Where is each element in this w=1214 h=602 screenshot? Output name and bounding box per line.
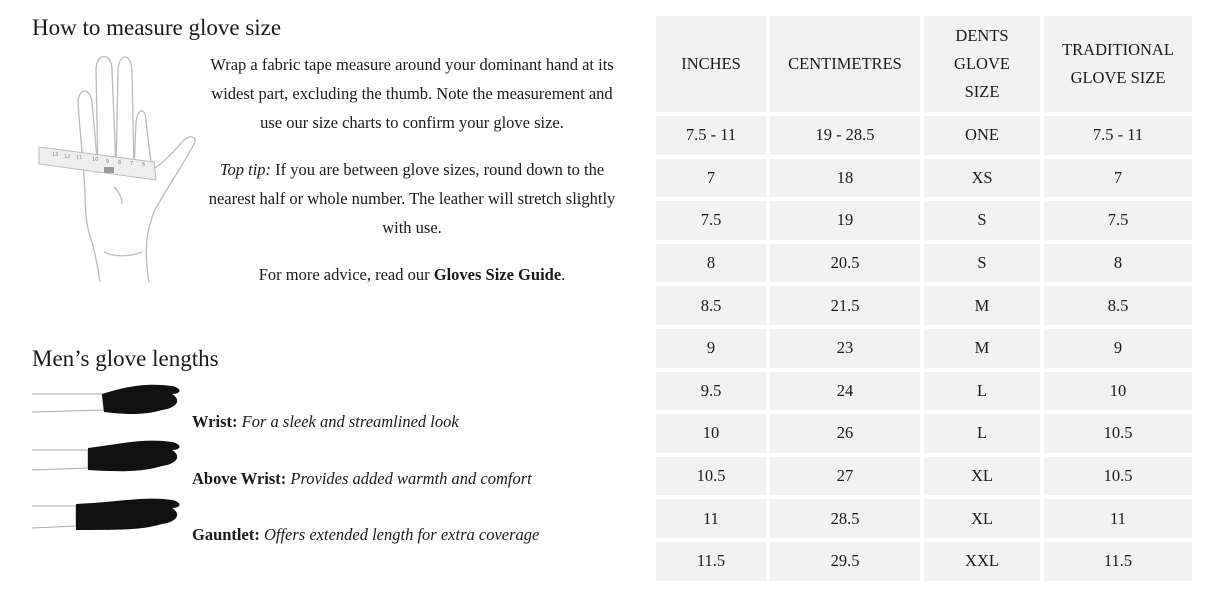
advice-text: For more advice, read our	[258, 265, 434, 284]
table-cell: 7.5 - 11	[1044, 116, 1192, 155]
header-traditional-size: TRADITIONAL GLOVE SIZE	[1044, 16, 1192, 112]
table-cell: 11	[656, 499, 766, 538]
table-cell: 23	[770, 328, 920, 368]
top-tip-paragraph: Top tip: If you are between glove sizes,…	[206, 155, 618, 242]
table-cell: M	[924, 286, 1040, 325]
table-cell: S	[924, 201, 1040, 240]
table-cell: 27	[770, 456, 920, 496]
length-desc: Offers extended length for extra coverag…	[263, 525, 540, 544]
table-cell: 7	[656, 158, 766, 198]
table-cell: 10.5	[1044, 456, 1192, 496]
top-tip-label: Top tip:	[219, 160, 272, 179]
length-desc: For a sleek and streamlined look	[241, 412, 459, 431]
table-cell: 11	[1044, 499, 1192, 538]
gloves-size-guide-link[interactable]: Gloves Size Guide	[433, 265, 562, 284]
table-cell: 11.5	[656, 541, 766, 581]
table-cell: 8	[656, 243, 766, 283]
table-cell: 9	[1044, 328, 1192, 368]
table-cell: M	[924, 328, 1040, 368]
size-table: INCHES CENTIMETRES DENTS GLOVE SIZE TRAD…	[652, 12, 1196, 585]
gauntlet-glove-icon	[32, 498, 180, 530]
table-cell: 29.5	[770, 541, 920, 581]
tape-number: 8	[118, 160, 121, 166]
measure-instructions: Wrap a fabric tape measure around your d…	[206, 50, 618, 307]
table-row: 11.5 29.5 XXL 11.5	[656, 541, 1192, 581]
table-cell: 20.5	[770, 243, 920, 283]
measure-title: How to measure glove size	[32, 15, 282, 40]
table-cell: 18	[770, 158, 920, 198]
table-cell: 26	[770, 414, 920, 453]
advice-paragraph: For more advice, read our Gloves Size Gu…	[206, 260, 618, 289]
table-cell: 19	[770, 201, 920, 240]
measure-paragraph: Wrap a fabric tape measure around your d…	[210, 55, 614, 132]
table-cell: S	[924, 243, 1040, 283]
table-cell: 21.5	[770, 286, 920, 325]
table-cell: XS	[924, 158, 1040, 198]
header-dents-size: DENTS GLOVE SIZE	[924, 16, 1040, 112]
table-cell: 8	[1044, 243, 1192, 283]
tape-number: 11	[76, 155, 82, 161]
table-row: 9 23 M 9	[656, 328, 1192, 368]
table-cell: 8.5	[1044, 286, 1192, 325]
tape-number: 12	[64, 154, 70, 160]
above-wrist-glove-icon	[32, 440, 180, 472]
length-label: Gauntlet:	[192, 525, 260, 544]
length-label: Above Wrist:	[192, 469, 287, 488]
table-cell: 9.5	[656, 371, 766, 411]
table-row: 8 20.5 S 8	[656, 243, 1192, 283]
length-item-gauntlet: Gauntlet: Offers extended length for ext…	[32, 494, 632, 544]
table-cell: 10	[1044, 371, 1192, 411]
table-row: 7 18 XS 7	[656, 158, 1192, 198]
table-row: 11 28.5 XL 11	[656, 499, 1192, 538]
length-item-above-wrist: Above Wrist: Provides added warmth and c…	[32, 436, 632, 488]
table-cell: 28.5	[770, 499, 920, 538]
advice-end: .	[561, 265, 566, 284]
table-cell: 10.5	[1044, 414, 1192, 453]
tape-number: 6	[142, 162, 145, 168]
table-cell: 10	[656, 414, 766, 453]
table-cell: 7.5	[656, 201, 766, 240]
hand-measure-illustration: 13 12 11 10 9 8 7 6	[38, 55, 196, 283]
table-cell: 11.5	[1044, 541, 1192, 581]
table-cell: 7.5 - 11	[656, 116, 766, 155]
table-cell: 7	[1044, 158, 1192, 198]
header-centimetres: CENTIMETRES	[770, 16, 920, 112]
table-cell: 7.5	[1044, 201, 1192, 240]
table-row: 10.5 27 XL 10.5	[656, 456, 1192, 496]
lengths-title: Men’s glove lengths	[32, 346, 219, 371]
table-cell: L	[924, 414, 1040, 453]
table-cell: 19 - 28.5	[770, 116, 920, 155]
table-cell: L	[924, 371, 1040, 411]
table-cell: 10.5	[656, 456, 766, 496]
table-cell: 24	[770, 371, 920, 411]
table-row: 7.5 - 11 19 - 28.5 ONE 7.5 - 11	[656, 116, 1192, 155]
top-tip-text: If you are between glove sizes, round do…	[208, 160, 616, 237]
length-item-wrist: Wrist: For a sleek and streamlined look	[32, 380, 632, 431]
length-label: Wrist:	[192, 412, 238, 431]
table-cell: XL	[924, 499, 1040, 538]
table-cell: XXL	[924, 541, 1040, 581]
header-inches: INCHES	[656, 16, 766, 112]
table-cell: 9	[656, 328, 766, 368]
table-cell: 8.5	[656, 286, 766, 325]
length-desc: Provides added warmth and comfort	[290, 469, 532, 488]
table-cell: ONE	[924, 116, 1040, 155]
table-row: 10 26 L 10.5	[656, 414, 1192, 453]
wrist-glove-icon	[32, 384, 180, 414]
table-row: 9.5 24 L 10	[656, 371, 1192, 411]
tape-number: 7	[130, 161, 133, 167]
tape-number: 10	[92, 157, 98, 163]
tape-number: 9	[106, 159, 109, 165]
table-cell: XL	[924, 456, 1040, 496]
table-row: 7.5 19 S 7.5	[656, 201, 1192, 240]
table-row: 8.5 21.5 M 8.5	[656, 286, 1192, 325]
tape-number: 13	[52, 152, 58, 158]
